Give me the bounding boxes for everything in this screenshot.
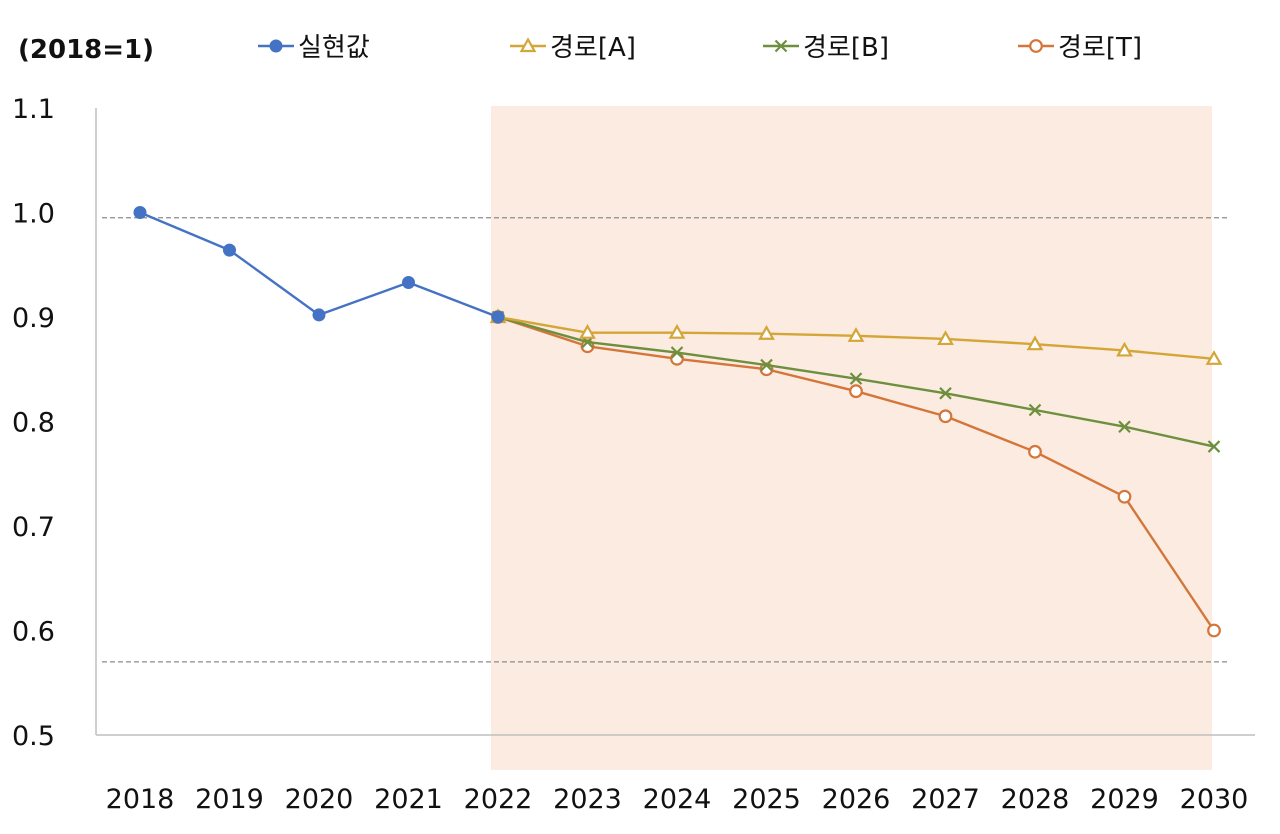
series-1 [133, 206, 505, 324]
data-point [223, 243, 236, 257]
x-tick-label: 2029 [1090, 784, 1159, 815]
legend-marker [1029, 39, 1043, 53]
x-tick-label: 2030 [1180, 784, 1249, 815]
data-point [1028, 444, 1042, 459]
x-tick-label: 2019 [195, 784, 264, 815]
data-point [579, 323, 596, 339]
legend-label: 경로[T] [1058, 33, 1142, 63]
y-tick-label: 0.7 [12, 512, 55, 543]
data-point [939, 387, 952, 400]
data-point [847, 327, 865, 342]
data-point [312, 308, 326, 322]
data-point [1118, 420, 1131, 434]
data-point [1116, 341, 1133, 357]
x-tick-label: 2026 [822, 784, 891, 815]
x-tick-label: 2022 [464, 784, 533, 815]
x-tick-label: 2028 [1001, 784, 1070, 815]
y-tick-label: 0.6 [12, 617, 55, 648]
data-point [133, 206, 147, 219]
projection-shaded-region [491, 106, 1212, 770]
series-2 [489, 308, 1223, 365]
legend-label: 경로[B] [803, 33, 889, 63]
data-point [402, 276, 415, 290]
y-tick-label: 0.5 [12, 721, 55, 752]
data-point [1205, 350, 1223, 365]
x-tick-label: 2018 [106, 784, 175, 815]
series-layer [133, 206, 1223, 638]
data-point [1117, 489, 1132, 504]
data-point [670, 351, 684, 366]
data-point [1028, 403, 1042, 417]
legend-marker [519, 37, 537, 53]
y-tick-label: 1.1 [12, 94, 55, 125]
data-point [1207, 623, 1221, 638]
x-tick-label: 2025 [732, 784, 801, 815]
y-tick-label: 0.9 [12, 303, 55, 334]
unit-label: (2018=1) [18, 35, 154, 65]
legend: 실현값 경로[A] 경로[B] 경로[T] [258, 33, 1142, 63]
data-point [668, 323, 686, 339]
y-tick-label: 0.8 [12, 408, 55, 439]
data-point [849, 384, 863, 399]
x-tick-labels: 2018 2019 2020 2021 2022 2023 2024 2025 2026 2027… [106, 784, 1249, 815]
series-line [139, 211, 499, 319]
data-point [1026, 335, 1044, 351]
reference-lines [102, 217, 1228, 663]
x-tick-label: 2020 [285, 784, 354, 815]
legend-item: 경로[A] [510, 33, 636, 63]
legend-item: 실현값 [258, 33, 370, 63]
legend-item: 경로[T] [1018, 33, 1142, 63]
data-point [758, 324, 775, 340]
data-point [849, 372, 863, 385]
legend-label: 실현값 [298, 33, 370, 63]
x-tick-label: 2021 [374, 784, 443, 815]
x-tick-label: 2027 [911, 784, 980, 815]
data-point [1207, 440, 1221, 453]
data-point [670, 346, 684, 359]
legend-marker [269, 39, 283, 53]
data-point [938, 409, 953, 424]
data-point [760, 358, 773, 372]
y-tick-labels: 0.5 0.6 0.7 0.8 0.9 1.0 1.1 [12, 94, 55, 752]
legend-item: 경로[B] [763, 33, 889, 63]
series-3 [491, 310, 1221, 453]
x-tick-label: 2024 [643, 784, 712, 815]
legend-marker [774, 39, 788, 53]
data-point [491, 310, 505, 324]
legend-label: 경로[A] [550, 33, 636, 63]
x-tick-label: 2023 [553, 784, 622, 815]
y-tick-label: 1.0 [12, 199, 55, 230]
data-point [937, 330, 954, 346]
